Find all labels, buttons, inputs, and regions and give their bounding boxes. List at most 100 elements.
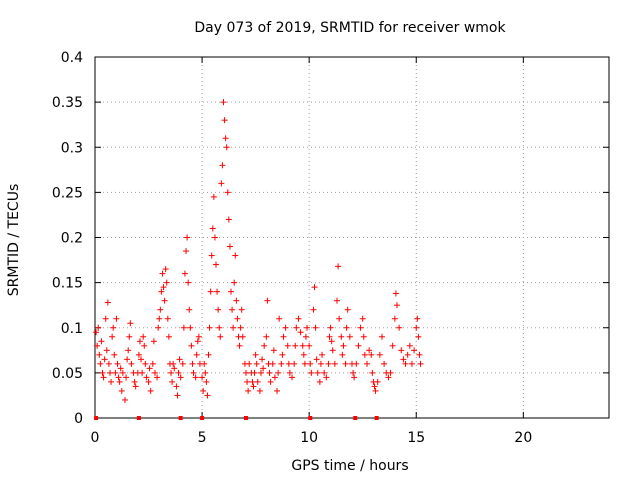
data-point	[246, 360, 253, 367]
data-point	[185, 279, 192, 286]
data-point	[254, 378, 261, 385]
data-point	[110, 324, 117, 331]
data-point	[338, 333, 345, 340]
data-point	[162, 266, 169, 273]
data-point	[313, 356, 320, 363]
data-point	[111, 351, 118, 358]
data-point	[123, 374, 130, 381]
data-point	[119, 369, 126, 376]
data-points	[93, 99, 424, 403]
data-point	[353, 360, 360, 367]
data-point	[188, 342, 195, 349]
data-point	[214, 288, 221, 295]
data-point	[145, 378, 152, 385]
data-point	[274, 387, 281, 394]
data-point	[221, 117, 228, 124]
data-point	[376, 351, 383, 358]
data-point	[174, 392, 181, 399]
data-point	[93, 329, 100, 336]
data-point	[323, 374, 330, 381]
y-tick-label: 0.35	[52, 95, 83, 111]
data-point	[393, 302, 400, 309]
data-point	[350, 369, 357, 376]
data-point	[149, 360, 156, 367]
data-point	[271, 374, 278, 381]
data-point	[97, 360, 104, 367]
data-point	[169, 378, 176, 385]
data-point	[295, 315, 302, 322]
y-tick-label: 0.05	[52, 366, 83, 382]
data-point	[267, 378, 274, 385]
data-point	[193, 351, 200, 358]
data-point	[139, 369, 146, 376]
data-point	[343, 324, 350, 331]
data-point	[344, 306, 351, 313]
data-point	[404, 351, 411, 358]
data-point	[202, 369, 209, 376]
data-point	[328, 338, 335, 345]
data-point	[259, 356, 266, 363]
data-point	[374, 378, 381, 385]
data-point	[147, 387, 154, 394]
data-point	[270, 347, 277, 354]
data-point	[204, 392, 211, 399]
data-point	[275, 369, 282, 376]
data-point	[95, 324, 102, 331]
data-point	[229, 306, 236, 313]
data-point	[132, 383, 139, 390]
y-tick-label: 0.4	[61, 50, 83, 66]
data-point	[336, 315, 343, 322]
data-point	[100, 374, 107, 381]
data-point	[192, 374, 199, 381]
data-point	[175, 369, 182, 376]
data-point	[201, 360, 208, 367]
data-point	[417, 360, 424, 367]
data-point	[278, 360, 285, 367]
data-point	[279, 351, 286, 358]
data-point	[398, 347, 405, 354]
data-point	[136, 338, 143, 345]
baseline-marker	[94, 416, 99, 420]
data-point	[105, 360, 112, 367]
data-point	[357, 324, 364, 331]
baseline-marker	[374, 416, 379, 420]
data-point	[363, 360, 370, 367]
data-point	[306, 342, 313, 349]
data-point	[340, 342, 347, 349]
data-point	[414, 315, 421, 322]
data-point	[109, 333, 116, 340]
data-point	[346, 333, 353, 340]
data-point	[131, 378, 138, 385]
data-point	[310, 306, 317, 313]
data-point	[317, 360, 324, 367]
data-point	[215, 306, 222, 313]
data-point	[308, 369, 315, 376]
data-point	[297, 329, 304, 336]
y-tick-label: 0.2	[61, 231, 83, 247]
chart-title: Day 073 of 2019, SRMTID for receiver wmo…	[194, 20, 506, 36]
data-point	[207, 288, 214, 295]
data-point	[327, 324, 334, 331]
data-point	[359, 315, 366, 322]
data-point	[371, 383, 378, 390]
data-point	[342, 360, 349, 367]
data-point	[187, 324, 194, 331]
data-point	[400, 356, 407, 363]
data-point	[186, 306, 193, 313]
data-point	[326, 333, 333, 340]
data-point	[304, 324, 311, 331]
data-point	[316, 378, 323, 385]
data-point	[156, 315, 163, 322]
x-axis-label: GPS time / hours	[291, 458, 408, 474]
data-point	[150, 338, 157, 345]
data-point	[252, 351, 259, 358]
x-tick-label: 10	[300, 430, 318, 446]
data-point	[335, 263, 342, 270]
data-point	[321, 369, 328, 376]
ticks: 0 5 10 15 20 0 0.05 0.1 0.15 0.2 0.25 0.3 0.35 0.4	[52, 50, 610, 446]
data-point	[263, 333, 270, 340]
data-point	[181, 270, 188, 277]
data-point	[244, 378, 251, 385]
data-point	[232, 252, 239, 259]
data-point	[216, 324, 223, 331]
